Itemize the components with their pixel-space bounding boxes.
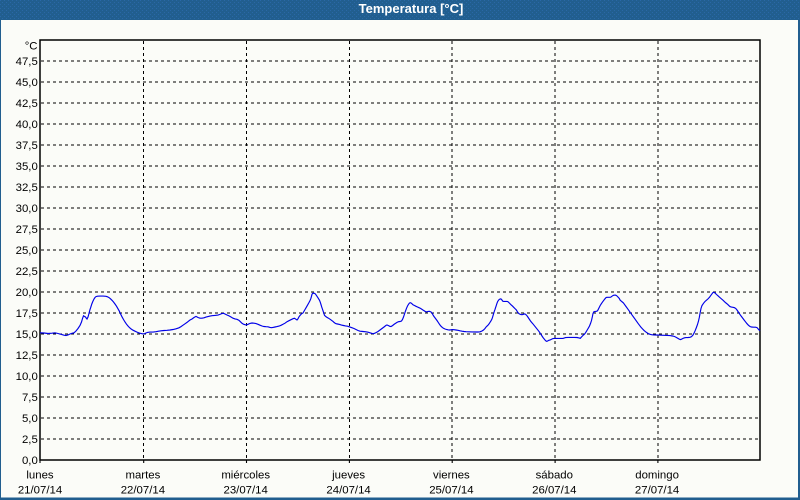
svg-text:37,5: 37,5 xyxy=(16,140,38,152)
svg-text:10,0: 10,0 xyxy=(16,371,38,383)
svg-text:martes: martes xyxy=(125,470,160,482)
svg-text:lunes: lunes xyxy=(26,470,54,482)
svg-text:°C: °C xyxy=(25,41,38,53)
svg-text:47,5: 47,5 xyxy=(16,56,38,68)
svg-text:40,0: 40,0 xyxy=(16,119,38,131)
svg-text:32,5: 32,5 xyxy=(16,182,38,194)
svg-text:20,0: 20,0 xyxy=(16,287,38,299)
svg-text:sábado: sábado xyxy=(536,470,573,482)
svg-text:42,5: 42,5 xyxy=(16,98,38,110)
svg-text:22,5: 22,5 xyxy=(16,266,38,278)
svg-text:jueves: jueves xyxy=(331,470,365,482)
svg-text:22/07/14: 22/07/14 xyxy=(121,485,165,497)
svg-text:25,0: 25,0 xyxy=(16,245,38,257)
svg-text:miércoles: miércoles xyxy=(221,470,270,482)
svg-text:24/07/14: 24/07/14 xyxy=(326,485,370,497)
svg-text:45,0: 45,0 xyxy=(16,77,38,89)
svg-text:21/07/14: 21/07/14 xyxy=(18,485,62,497)
svg-text:5,0: 5,0 xyxy=(22,413,38,425)
svg-text:domingo: domingo xyxy=(635,470,679,482)
svg-text:23/07/14: 23/07/14 xyxy=(224,485,268,497)
svg-text:Temperatura [°C]: Temperatura [°C] xyxy=(359,1,464,16)
svg-text:0,0: 0,0 xyxy=(22,455,38,467)
svg-text:17,5: 17,5 xyxy=(16,308,38,320)
svg-text:35,0: 35,0 xyxy=(16,161,38,173)
svg-text:25/07/14: 25/07/14 xyxy=(429,485,473,497)
svg-text:7,5: 7,5 xyxy=(22,392,38,404)
svg-text:27/07/14: 27/07/14 xyxy=(635,485,679,497)
svg-text:12,5: 12,5 xyxy=(16,350,38,362)
svg-text:30,0: 30,0 xyxy=(16,203,38,215)
svg-text:26/07/14: 26/07/14 xyxy=(532,485,576,497)
svg-text:27,5: 27,5 xyxy=(16,224,38,236)
svg-text:2,5: 2,5 xyxy=(22,434,38,446)
svg-text:viernes: viernes xyxy=(433,470,470,482)
svg-text:15,0: 15,0 xyxy=(16,329,38,341)
